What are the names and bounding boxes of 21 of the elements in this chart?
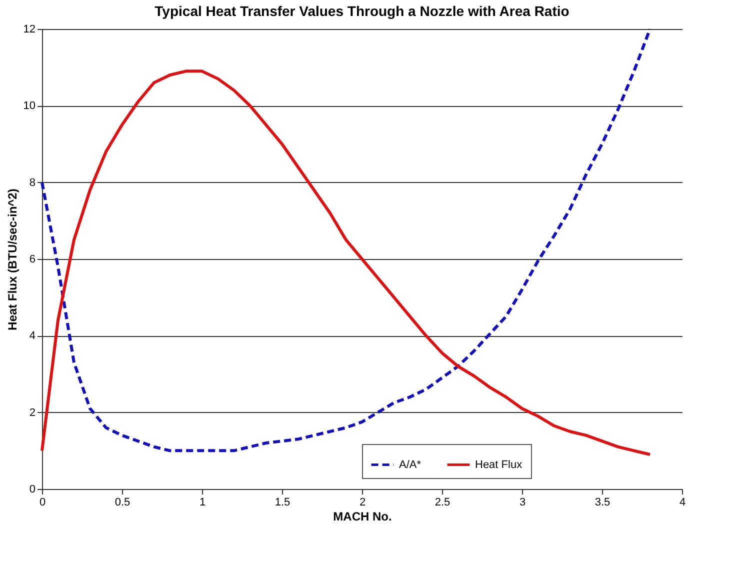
y-tick-label: 8 <box>29 176 36 189</box>
y-tick-label: 0 <box>29 484 36 496</box>
y-tick-label: 10 <box>23 100 36 112</box>
y-tick-label: 6 <box>29 254 36 266</box>
x-tick-label: 3.5 <box>594 496 610 508</box>
legend-label: Heat Flux <box>475 458 523 471</box>
x-tick-label: 1 <box>199 496 206 508</box>
x-tick-label: 3 <box>519 496 526 508</box>
y-tick-label: 2 <box>29 406 36 419</box>
legend-label: A/A* <box>399 458 422 471</box>
x-tick-label: 2.5 <box>434 496 450 508</box>
x-tick-label: 0.5 <box>114 496 130 508</box>
x-tick-label: 0 <box>39 496 46 508</box>
x-tick-label: 1.5 <box>274 496 290 508</box>
y-tick-label: 4 <box>29 330 36 342</box>
x-tick-label: 4 <box>679 496 686 508</box>
chart-title: Typical Heat Transfer Values Through a Nozzle with Area Ratio <box>154 3 570 19</box>
x-tick-label: 2 <box>359 496 366 508</box>
x-axis-title: MACH No. <box>333 510 392 524</box>
y-tick-label: 12 <box>23 24 36 36</box>
y-axis-title: Heat Flux (BTU/sec-in^2) <box>5 188 20 330</box>
